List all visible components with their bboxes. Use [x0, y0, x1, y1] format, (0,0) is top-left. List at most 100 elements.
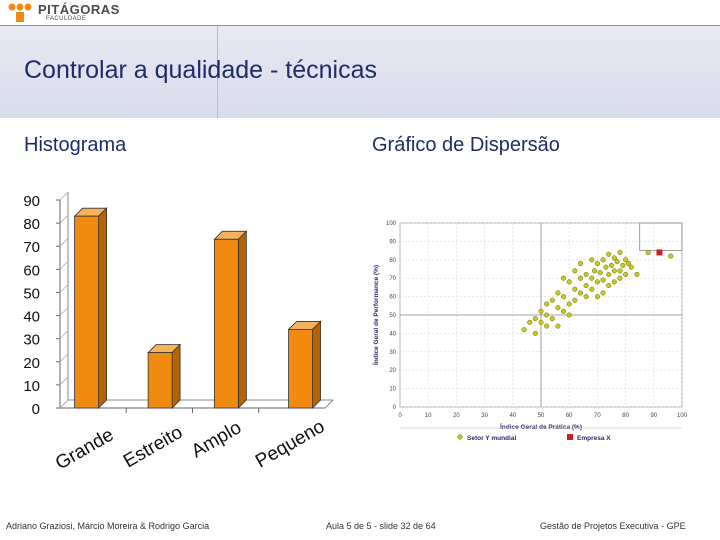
scatter-point	[623, 271, 629, 278]
pitagoras-logo: PITÁGORAS FACULDADE	[6, 2, 126, 26]
scatter-point	[538, 308, 544, 314]
histogram-bar	[213, 230, 248, 409]
histogram-y-tick-label: 30	[23, 332, 40, 349]
title-band	[0, 26, 720, 118]
scatter-point	[623, 257, 629, 263]
scatter-y-tick-label: 20	[389, 368, 396, 374]
scatter-point	[600, 257, 606, 263]
histogram-chart: 0 10 20 30 40 50 60 70 80 90 Grande Estreito Amplo Pe…	[23, 191, 334, 474]
histogram-y-tick-label: 10	[23, 378, 40, 395]
histogram-y-tick-label: 50	[23, 285, 40, 302]
scatter-legend-marker	[457, 434, 463, 440]
histogram-y-tick-label: 0	[32, 401, 40, 418]
histogram-bar	[147, 343, 182, 409]
scatter-point	[572, 286, 578, 292]
scatter-point	[668, 253, 674, 259]
scatter-legend-label: Setor Y mundial	[467, 435, 516, 442]
scatter-point	[589, 286, 595, 292]
histogram-bar-side	[171, 343, 181, 409]
scatter-x-tick-label: 90	[650, 413, 657, 419]
scatter-point	[645, 249, 651, 255]
scatter-y-tick-label: 0	[393, 405, 397, 411]
scatter-point	[544, 312, 550, 318]
scatter-y-tick-label: 80	[389, 258, 396, 264]
slide-title: Controlar a qualidade - técnicas	[24, 56, 377, 84]
scatter-point	[617, 249, 623, 255]
scatter-y-tick-label: 90	[389, 239, 396, 245]
scatter-point	[620, 262, 626, 268]
scatter-x-tick-label: 20	[453, 413, 460, 419]
scatter-point	[617, 275, 623, 281]
scatter-point	[589, 275, 595, 281]
scatter-point	[566, 312, 572, 318]
scatter-point	[594, 279, 600, 285]
scatter-x-tick-label: 40	[509, 413, 516, 419]
footer-authors: Adriano Graziosi, Márcio Moreira & Rodri…	[6, 521, 210, 531]
logo-name: PITÁGORAS	[38, 2, 120, 17]
histogram-y-tick-label: 60	[23, 262, 40, 279]
title-top-rule	[0, 25, 720, 26]
scatter-point	[611, 255, 617, 261]
scatter-x-tick-label: 80	[622, 413, 629, 419]
scatter-y-tick-label: 30	[389, 350, 396, 356]
histogram-y-tick-depth	[59, 307, 69, 316]
scatter-point	[577, 275, 584, 281]
scatter-point	[597, 270, 603, 276]
histogram-bar	[287, 320, 322, 409]
scatter-point	[577, 260, 584, 267]
scatter-y-tick-label: 50	[389, 313, 396, 319]
scatter-x-tick-label: 0	[398, 413, 402, 419]
scatter-y-tick-label: 100	[386, 221, 397, 227]
scatter-x-axis-label: Índice Geral de Prática (%)	[500, 422, 582, 431]
scatter-point	[606, 251, 612, 257]
histogram-bar-front	[288, 329, 313, 409]
histogram-y-tick-label: 40	[23, 309, 40, 326]
scatter-point	[555, 290, 561, 296]
histogram-bar-front	[147, 352, 173, 409]
scatter-point	[572, 297, 578, 303]
scatter-point	[532, 330, 538, 336]
logo-mark-icon	[8, 3, 32, 22]
scatter-heading: Gráfico de Dispersão	[372, 134, 560, 156]
logo-sub: FACULDADE	[46, 16, 87, 22]
histogram-y-tick-depth	[59, 399, 69, 409]
scatter-x-tick-label: 60	[566, 413, 573, 419]
scatter-point	[527, 319, 533, 325]
scatter-legend-marker	[567, 434, 573, 440]
scatter-x-tick-label: 10	[425, 413, 432, 419]
scatter-y-tick-label: 40	[389, 331, 396, 337]
scatter-point	[611, 268, 617, 274]
histogram-category-label: Grande	[52, 424, 117, 474]
histogram-y-tick-label: 20	[23, 355, 40, 372]
scatter-chart: 0 10 20 30 40 50 60 70 80 90 100 0 10 20 30 40 50 60 70 80 9…	[371, 221, 688, 442]
scatter-point	[577, 290, 584, 296]
scatter-point	[583, 294, 589, 300]
scatter-point	[544, 301, 550, 307]
scatter-point	[566, 279, 572, 285]
scatter-x-tick-label: 100	[677, 413, 688, 419]
scatter-x-tick-label: 70	[594, 413, 601, 419]
scatter-point	[594, 260, 600, 267]
scatter-y-tick-label: 10	[389, 387, 396, 393]
histogram-category-label: Amplo	[188, 417, 245, 462]
histogram-category-label: Pequeno	[252, 416, 328, 472]
histogram-bar-side	[312, 320, 321, 409]
histogram-heading: Histograma	[24, 134, 127, 156]
histogram-y-tick-depth	[59, 237, 69, 247]
scatter-point	[561, 294, 567, 300]
scatter-point	[603, 264, 609, 270]
scatter-point	[544, 323, 550, 329]
scatter-point	[538, 319, 544, 325]
scatter-point	[611, 279, 617, 285]
histogram-y-tick-depth	[59, 330, 69, 340]
scatter-point	[608, 262, 615, 268]
scatter-point	[572, 268, 578, 274]
scatter-point	[606, 283, 612, 289]
histogram-bar-front	[213, 238, 239, 409]
histogram-y-tick-depth	[59, 376, 69, 386]
title-divider	[217, 26, 218, 118]
scatter-y-tick-label: 70	[389, 276, 396, 282]
footer-slide-number: Aula 5 de 5 - slide 32 de 64	[326, 521, 436, 531]
scatter-point-empresa	[656, 249, 663, 256]
histogram-bar-side	[237, 230, 247, 409]
